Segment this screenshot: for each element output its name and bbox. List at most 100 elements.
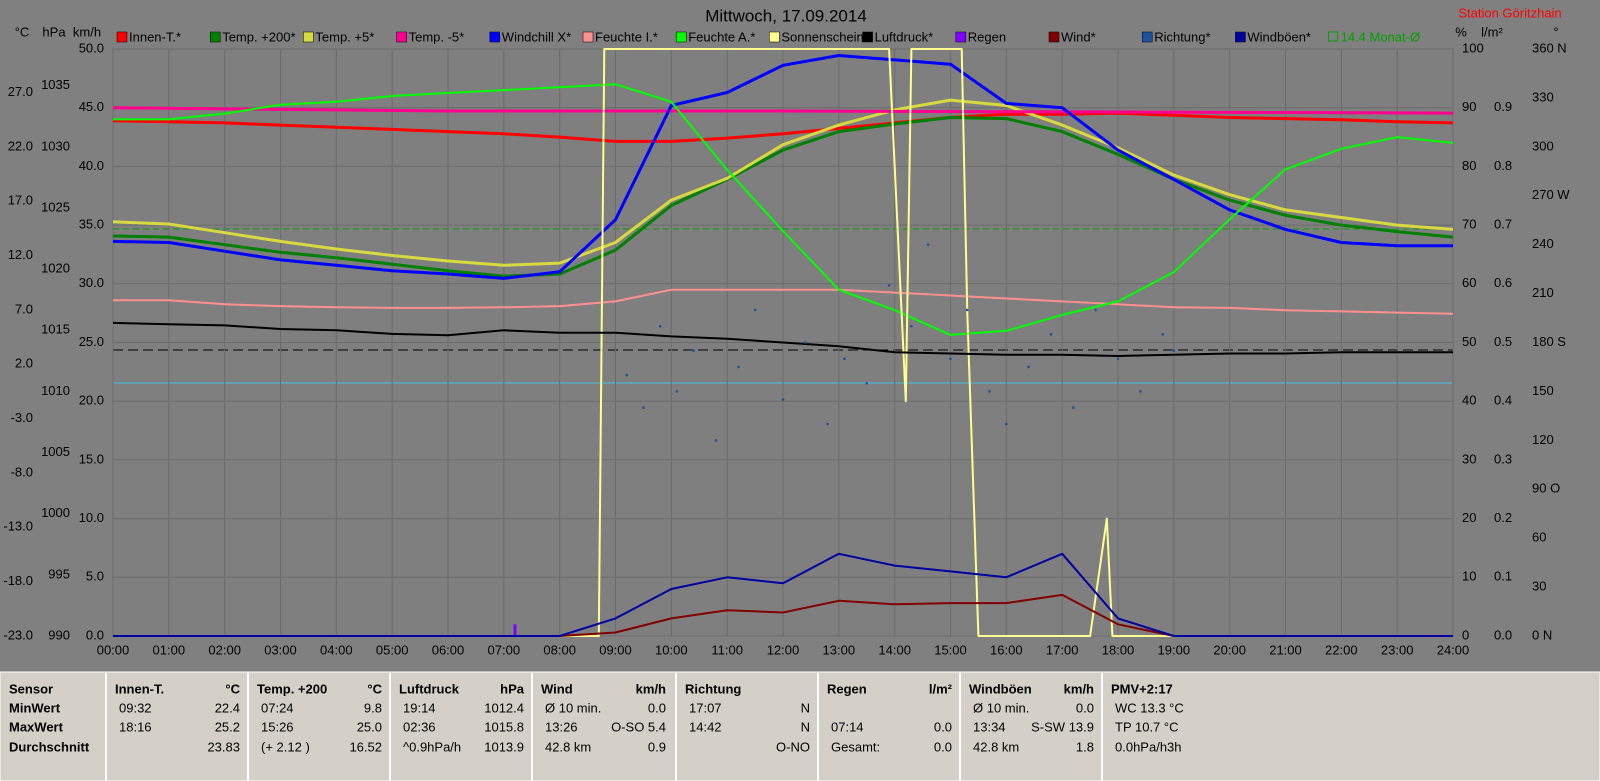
- x-tick-label: 22:00: [1325, 642, 1358, 657]
- point: [988, 390, 991, 393]
- series-line: [113, 552, 1453, 637]
- point: [658, 324, 662, 328]
- point: [1116, 357, 1120, 361]
- point: [1139, 390, 1142, 393]
- y-tick-label: 995: [48, 566, 70, 581]
- series-line: [113, 48, 1453, 637]
- cell-text: 07:14: [831, 719, 864, 734]
- axis-unit: °C: [15, 24, 30, 39]
- series-line: [113, 288, 1454, 315]
- legend-swatch: [862, 31, 873, 43]
- cell-value: 0.0: [648, 700, 666, 715]
- point: [737, 365, 740, 369]
- cell-text: 02:36: [403, 719, 436, 734]
- cell-text: 42.8 km: [545, 739, 591, 754]
- y-tick-label: 90: [1462, 99, 1476, 114]
- x-tick-label: 15:00: [934, 642, 967, 657]
- column-title: Luftdruck: [399, 681, 460, 696]
- legend-swatch: [116, 31, 128, 43]
- cell-value: 0.9: [648, 739, 666, 754]
- point: [692, 349, 695, 352]
- axis-unit: hPa: [42, 24, 66, 39]
- y-tick-label: 330: [1532, 89, 1554, 104]
- y-tick-label: 120: [1532, 432, 1554, 447]
- cell-text: 18:16: [119, 719, 152, 734]
- y-tick-label: 0: [1462, 627, 1469, 642]
- column-title: Sensor: [9, 681, 53, 696]
- legend-label: Windböen*: [1247, 29, 1311, 44]
- cell-value: 1012.4: [484, 700, 524, 715]
- cell-value: 23.83: [207, 739, 240, 754]
- y-tick-label: 0.8: [1494, 158, 1512, 173]
- cell-value: 25.0: [357, 719, 382, 734]
- y-tick-label: 0.6: [1494, 275, 1512, 290]
- legend-swatch: [1235, 31, 1246, 43]
- cell-value: 1013.9: [484, 739, 524, 754]
- cell-text: 42.8 km: [973, 739, 1019, 754]
- series-line: [113, 83, 1454, 336]
- y-tick-label: 27.0: [8, 84, 33, 99]
- legend-swatch: [303, 31, 314, 43]
- x-tick-label: 19:00: [1158, 642, 1191, 657]
- x-tick-label: 20:00: [1213, 642, 1246, 657]
- bar: [513, 624, 517, 636]
- point: [926, 243, 930, 246]
- x-tick-label: 13:00: [823, 642, 856, 657]
- point: [804, 341, 807, 344]
- legend-label: Temp. +5*: [315, 29, 374, 44]
- cell-text: 19:14: [403, 700, 436, 715]
- legend-swatch: [675, 31, 687, 43]
- legend-label: Sonnenschein: [781, 29, 863, 44]
- point: [1005, 422, 1008, 426]
- column-unit: l/m²: [929, 681, 953, 696]
- y-tick-label: 45.0: [79, 99, 104, 114]
- legend-label: Temp. +200*: [222, 29, 295, 44]
- y-tick-label: 70: [1462, 217, 1476, 232]
- y-tick-label: 270 W: [1532, 187, 1570, 202]
- y-tick-label: 60: [1462, 275, 1476, 290]
- x-tick-label: 04:00: [320, 642, 353, 657]
- axis-unit: l/m²: [1481, 24, 1503, 39]
- series-line: [112, 54, 1453, 280]
- y-tick-label: 0 N: [1532, 627, 1552, 642]
- cell-value: 0.0: [934, 719, 952, 734]
- stats-panel: [0, 671, 1600, 781]
- y-tick-label: 0.9: [1494, 99, 1512, 114]
- point: [826, 422, 829, 426]
- y-tick-label: 30: [1462, 451, 1476, 466]
- y-tick-label: 150: [1532, 383, 1554, 398]
- point: [781, 398, 785, 401]
- y-tick-label: 10: [1462, 569, 1476, 584]
- y-tick-label: 1015: [41, 322, 70, 337]
- column-title: Regen: [827, 681, 867, 696]
- y-tick-label: 20: [1462, 510, 1476, 525]
- point: [910, 324, 913, 328]
- cell-value: 1015.8: [484, 719, 524, 734]
- y-tick-label: 15.0: [79, 451, 104, 466]
- x-tick-label: 23:00: [1381, 642, 1414, 657]
- x-tick-label: 09:00: [599, 642, 632, 657]
- row-label: MaxWert: [9, 719, 64, 734]
- column-unit: km/h: [636, 681, 666, 696]
- series-line: [112, 106, 1454, 115]
- axis-unit: °: [1553, 24, 1558, 39]
- y-tick-label: -3.0: [11, 410, 33, 425]
- point: [642, 406, 645, 410]
- x-tick-label: 06:00: [432, 642, 465, 657]
- x-tick-label: 11:00: [711, 642, 743, 657]
- y-tick-label: 20.0: [79, 393, 104, 408]
- legend-label: Feuchte A.*: [688, 29, 755, 44]
- cell-text: Ø 10 min.: [545, 700, 601, 715]
- cell-value: 22.4: [215, 700, 240, 715]
- x-tick-label: 01:00: [153, 642, 186, 657]
- y-tick-label: 0.5: [1494, 334, 1512, 349]
- y-tick-label: 0.0: [86, 627, 104, 642]
- cell-value: S-SW 13.9: [1031, 719, 1094, 734]
- y-tick-label: 0.7: [1494, 217, 1512, 232]
- cell-text: Ø 10 min.: [973, 700, 1029, 715]
- y-tick-label: -18.0: [3, 573, 33, 588]
- y-tick-label: 360 N: [1532, 40, 1567, 55]
- column-unit: km/h: [1064, 681, 1094, 696]
- legend-swatch: [582, 31, 594, 43]
